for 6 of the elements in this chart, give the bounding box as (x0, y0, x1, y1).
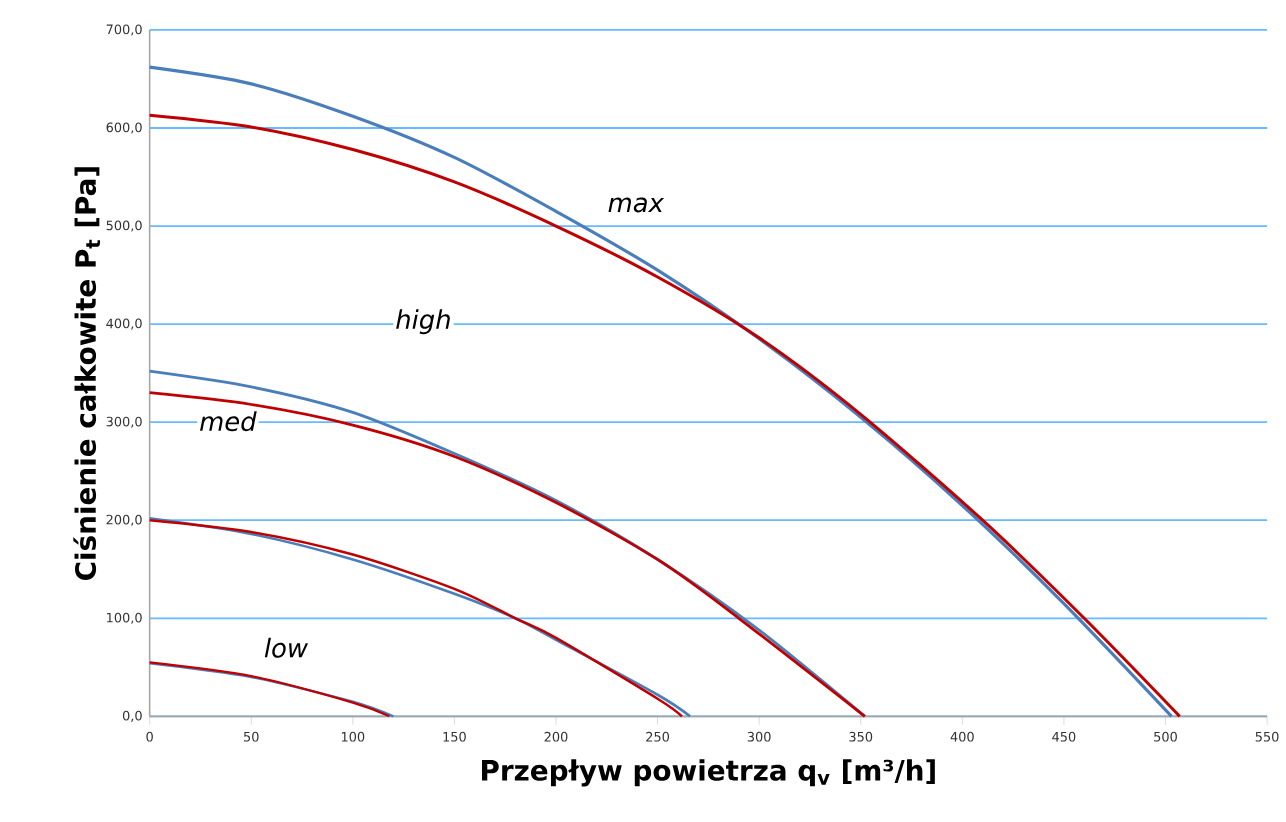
y-axis-title: Ciśnienie całkowite P$_{t}$ [Pa] (73, 167, 100, 580)
annotation: max (608, 197, 665, 213)
annotation: high (396, 309, 450, 335)
x-axis-title: Przepływ powietrza q$_{v}$ [m³/h] (482, 759, 935, 787)
annotation: med (200, 411, 257, 432)
annotation: low (264, 637, 309, 658)
